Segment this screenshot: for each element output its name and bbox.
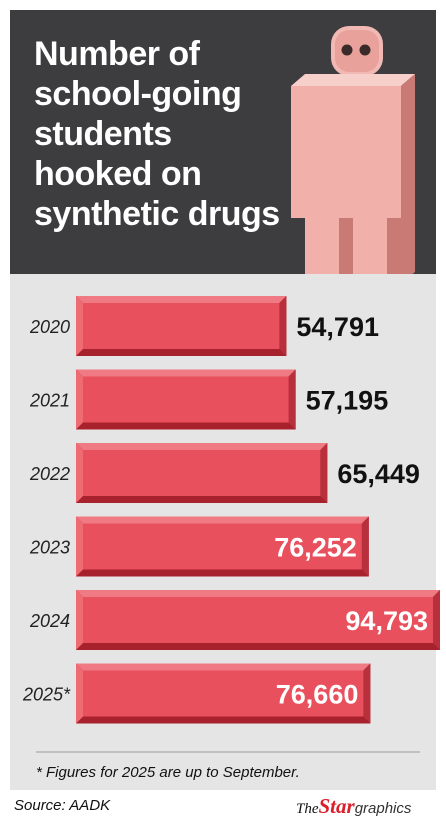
- bar: [83, 376, 289, 423]
- value-label: 76,660: [276, 680, 359, 710]
- bar: [83, 303, 280, 349]
- brand-logo: TheStargraphics: [296, 794, 411, 819]
- bar-group: [76, 590, 440, 650]
- bar-bevel-top: [76, 663, 371, 671]
- bar-bevel-top: [76, 516, 369, 524]
- bar-bevel-right: [361, 516, 369, 577]
- year-label: 2023: [29, 538, 70, 558]
- footnote: * Figures for 2025 are up to September.: [36, 764, 300, 781]
- bar-bevel-right: [320, 443, 328, 503]
- bar-bevel-left: [76, 663, 83, 724]
- bar-bevel-right: [363, 663, 371, 724]
- bar-bevel-top: [76, 296, 287, 303]
- bar-group: [76, 443, 328, 503]
- chart-title: Number of school-going students hooked o…: [34, 35, 280, 233]
- bar-bevel-top: [76, 369, 296, 377]
- bar-group: [76, 369, 296, 430]
- value-label: 94,793: [345, 606, 428, 636]
- bar-group: [76, 663, 371, 724]
- bar-group: [76, 296, 287, 356]
- value-label: 65,449: [337, 459, 420, 489]
- bar-bevel-right: [433, 590, 440, 650]
- year-label: 2024: [29, 611, 70, 631]
- bar: [83, 523, 362, 570]
- year-label: 2020: [29, 317, 70, 337]
- bar: [83, 597, 433, 643]
- bar-group: [76, 516, 369, 577]
- bar: [83, 450, 321, 496]
- bar-bevel-left: [76, 369, 83, 430]
- brand-star: Star: [318, 794, 355, 818]
- bar-bevel-left: [76, 516, 83, 577]
- value-label: 57,195: [306, 386, 389, 416]
- bar-bevel-right: [279, 296, 287, 356]
- bar-bevel-top: [76, 443, 328, 450]
- bar: [83, 670, 364, 717]
- value-label: 54,791: [296, 312, 379, 342]
- year-label: 2025*: [22, 685, 71, 705]
- bar-bevel-left: [76, 443, 83, 503]
- bar-bevel-left: [76, 590, 83, 650]
- bar-bevel-top: [76, 590, 440, 597]
- value-label: 76,252: [274, 533, 357, 563]
- source-note: Source: AADK: [14, 797, 111, 814]
- brand-the: The: [296, 801, 319, 817]
- brand-graphics: graphics: [354, 800, 412, 817]
- bar-bevel-right: [288, 369, 296, 430]
- bar-bevel-left: [76, 296, 83, 356]
- year-label: 2021: [29, 391, 70, 411]
- year-label: 2022: [29, 464, 70, 484]
